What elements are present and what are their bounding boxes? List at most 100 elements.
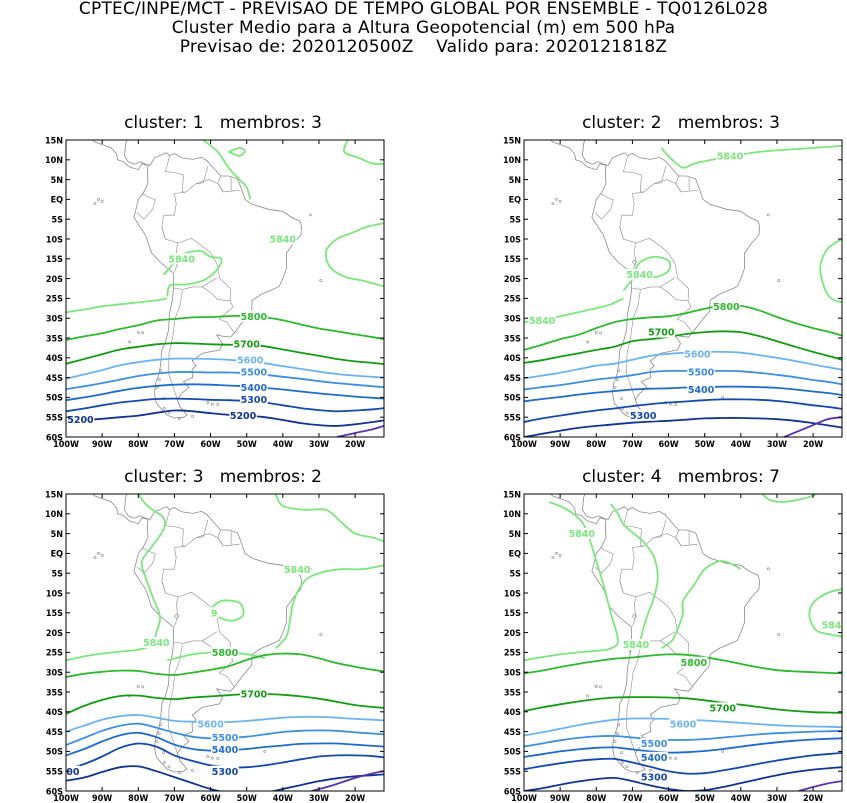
- header-line-1: CPTEC/INPE/MCT - PREVISAO DE TEMPO GLOBA…: [78, 0, 769, 19]
- island: [617, 723, 621, 726]
- map-frame: [65, 493, 385, 792]
- lon-tick-label: 70W: [622, 794, 642, 803]
- lat-tick-label: 25S: [504, 295, 521, 305]
- island: [162, 761, 166, 764]
- contour-label-bg: [240, 393, 268, 405]
- contour-label-bg: [687, 366, 715, 378]
- lat-tick-label: 25S: [46, 649, 63, 659]
- lat-tick-label: 60S: [46, 787, 63, 797]
- contour-label: 9: [211, 608, 218, 619]
- lon-tick-label: 40W: [273, 794, 293, 803]
- contour-label-bg: [820, 619, 842, 631]
- island: [586, 694, 590, 698]
- lon-tick-label: 100W: [511, 794, 537, 803]
- country-border: [635, 237, 692, 320]
- contour-label: 5600: [670, 719, 697, 730]
- island: [555, 197, 558, 201]
- contour-5800: [524, 304, 842, 351]
- contour-label-bg: [142, 637, 171, 648]
- country-border: [654, 165, 667, 184]
- contour-label: 5800: [241, 312, 268, 323]
- island: [263, 750, 267, 753]
- contour-label: 5840: [143, 638, 170, 649]
- country-border: [217, 529, 224, 547]
- lake-outline: [631, 259, 638, 266]
- contour-label: 5800: [212, 648, 239, 659]
- lon-tick-label: 30W: [309, 440, 329, 450]
- lat-tick-label: 30S: [504, 669, 521, 679]
- lon-tick-label: 50W: [237, 794, 257, 803]
- island: [620, 397, 623, 400]
- island: [319, 279, 323, 282]
- contour-label-bg: [640, 751, 668, 763]
- lon-tick-label: 40W: [731, 440, 751, 450]
- country-border: [677, 672, 693, 688]
- contour-5300: [66, 397, 384, 413]
- map-frame: [523, 493, 843, 792]
- contour-label: 5600: [684, 349, 711, 360]
- lon-tick-label: 80W: [586, 440, 606, 450]
- lat-tick-label: 55S: [504, 414, 521, 424]
- island: [141, 685, 145, 689]
- contour-5300: [524, 398, 842, 423]
- contour-5840: [274, 564, 384, 650]
- contour-5100: [783, 416, 842, 437]
- country-border: [217, 175, 224, 193]
- island: [777, 279, 781, 282]
- island: [599, 331, 603, 335]
- island: [128, 340, 132, 344]
- country-border: [196, 165, 209, 184]
- contour-5840: [660, 145, 842, 169]
- lon-tick-label: 70W: [164, 794, 184, 803]
- contour-label: 5500: [688, 367, 715, 378]
- contour-label: 5300: [241, 395, 268, 406]
- contour-5840: [274, 494, 384, 543]
- island: [551, 555, 555, 559]
- island: [157, 378, 161, 381]
- contour-label-bg: [625, 269, 654, 281]
- country-border: [161, 227, 166, 240]
- country-border: [161, 179, 240, 273]
- contour-label-bg: [211, 732, 239, 744]
- contour-label-bg: [528, 314, 556, 326]
- island: [97, 552, 100, 555]
- island: [617, 369, 621, 372]
- contour-label: 5200: [67, 415, 94, 426]
- contour-label-bg: [269, 233, 297, 245]
- header-line-3: Previsao de: 2020120500Z Valido para: 20…: [179, 37, 668, 57]
- lat-tick-label: 15S: [46, 255, 63, 265]
- country-border: [623, 509, 644, 547]
- country-border: [626, 290, 641, 407]
- lat-tick-label: 20S: [46, 629, 63, 639]
- contour-label-bg: [712, 300, 741, 312]
- contour-5840: [66, 494, 166, 662]
- map-panel-2: 5840 5840 5840 5800 5700 5600 5500 5400 5300 15N 1…: [503, 136, 843, 450]
- panel-title-cluster-3: cluster: 3 membros: 2: [124, 467, 322, 487]
- contour-5600: [66, 357, 384, 380]
- contour-label: 5800: [713, 302, 740, 313]
- island: [97, 197, 100, 201]
- country-border: [161, 581, 166, 594]
- lat-tick-label: EQ: [51, 196, 64, 206]
- contour-5200: [524, 766, 842, 791]
- lat-tick-label: 35S: [46, 688, 63, 698]
- lon-tick-label: 40W: [273, 440, 293, 450]
- lon-tick-label: 20W: [345, 440, 365, 450]
- contour-5500: [66, 371, 384, 390]
- country-border: [168, 290, 183, 407]
- island: [620, 761, 624, 764]
- panel-title-cluster-1: cluster: 1 membros: 3: [124, 113, 322, 133]
- island: [93, 201, 97, 205]
- lon-tick-label: 100W: [53, 794, 79, 803]
- country-border: [677, 318, 693, 334]
- lat-tick-label: 55S: [46, 414, 63, 424]
- contour-label-bg: [568, 528, 596, 540]
- lat-tick-label: 45S: [504, 374, 521, 384]
- contour-5700: [66, 342, 384, 365]
- contour-5700: [66, 692, 384, 715]
- island: [555, 552, 558, 555]
- contour-label: 5800: [681, 658, 708, 669]
- island: [155, 740, 159, 743]
- contour-label-bg: [680, 656, 708, 668]
